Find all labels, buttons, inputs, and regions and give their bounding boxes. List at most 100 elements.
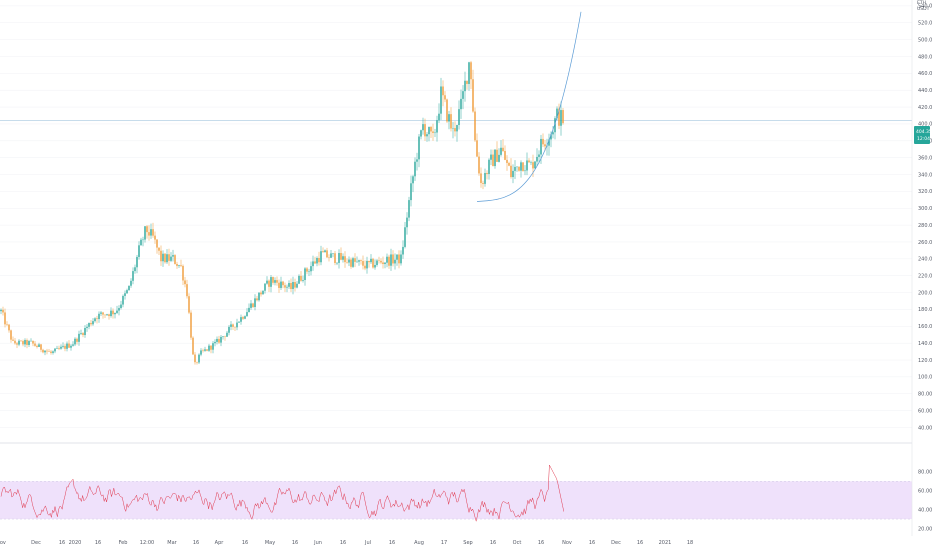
candle[interactable] [220,336,222,343]
candle[interactable] [122,295,124,305]
candle[interactable] [524,170,526,172]
candle[interactable] [250,303,252,308]
candle[interactable] [302,280,304,281]
candle[interactable] [412,176,414,184]
candle[interactable] [548,139,550,146]
candle[interactable] [350,259,352,267]
candle[interactable] [118,308,120,311]
candle[interactable] [290,283,292,290]
time-axis[interactable]: Nov Dec 16 2020 16 Feb 12:00 Mar 16 Apr 16 May 16 Jun… [0,540,693,546]
candle[interactable] [104,314,106,316]
candle[interactable] [478,156,480,174]
candle[interactable] [108,314,110,317]
candle[interactable] [202,350,204,351]
candle[interactable] [214,341,216,344]
candle[interactable] [204,349,206,351]
candle[interactable] [334,253,336,263]
candle[interactable] [8,324,10,331]
candle[interactable] [318,257,320,263]
candle[interactable] [360,260,362,262]
candle[interactable] [280,281,282,288]
candle[interactable] [312,261,314,267]
candle[interactable] [62,345,64,347]
candle[interactable] [28,341,30,345]
candle[interactable] [504,151,506,160]
candle[interactable] [196,362,198,363]
candle[interactable] [210,345,212,350]
candle[interactable] [166,254,168,263]
candle[interactable] [464,80,466,92]
candle[interactable] [488,159,490,175]
candle[interactable] [304,268,306,281]
candle[interactable] [20,340,22,342]
candle[interactable] [474,111,476,141]
candle[interactable] [520,162,522,171]
candle[interactable] [388,256,390,266]
candle[interactable] [370,258,372,263]
candle[interactable] [260,292,262,295]
candle[interactable] [316,257,318,264]
candle[interactable] [120,304,122,309]
candle[interactable] [396,254,398,260]
candle[interactable] [50,351,52,353]
candle[interactable] [386,256,388,263]
candle[interactable] [278,282,280,288]
candle[interactable] [376,260,378,265]
candle[interactable] [130,280,132,286]
candle[interactable] [70,345,72,348]
candle[interactable] [254,298,256,308]
candle[interactable] [358,260,360,262]
candle[interactable] [436,120,438,133]
candle[interactable] [266,280,268,284]
candle[interactable] [366,260,368,269]
candle[interactable] [74,338,76,345]
candle[interactable] [72,344,74,346]
candle[interactable] [512,170,514,178]
candle[interactable] [102,312,104,315]
candle[interactable] [32,340,34,344]
candle[interactable] [284,285,286,288]
candle[interactable] [460,98,462,110]
candle[interactable] [42,349,44,353]
candle[interactable] [272,277,274,283]
candle[interactable] [516,166,518,168]
candle[interactable] [40,344,42,350]
candle[interactable] [12,339,14,341]
candle[interactable] [300,275,302,281]
candle[interactable] [294,282,296,288]
candle[interactable] [390,254,392,266]
candle[interactable] [424,124,426,137]
candle[interactable] [354,258,356,262]
candle[interactable] [98,313,100,320]
candle[interactable] [490,154,492,160]
candle[interactable] [2,309,4,313]
candle[interactable] [156,239,158,248]
candle[interactable] [394,259,396,264]
candle[interactable] [60,346,62,349]
candle[interactable] [482,182,484,184]
candle[interactable] [522,162,524,172]
candle[interactable] [328,257,330,258]
candle[interactable] [552,132,554,135]
candle[interactable] [348,259,350,263]
candle[interactable] [400,254,402,264]
candle[interactable] [556,108,558,119]
candle[interactable] [96,318,98,320]
candle[interactable] [368,260,370,263]
candle[interactable] [246,312,248,317]
candle[interactable] [402,246,404,255]
candle[interactable] [536,156,538,162]
candle[interactable] [66,343,68,349]
candle[interactable] [194,354,196,363]
candle[interactable] [364,265,366,269]
candle[interactable] [502,147,504,152]
candle[interactable] [526,160,528,171]
candle[interactable] [472,79,474,112]
candle[interactable] [24,340,26,345]
candle[interactable] [380,260,382,263]
candles-layer[interactable] [0,60,564,365]
price-axis[interactable]: 540.00 520.00 500.00 480.00 460.00 440.00 420.… [918,4,932,432]
candle[interactable] [88,322,90,327]
candle[interactable] [344,256,346,263]
candle[interactable] [236,322,238,328]
